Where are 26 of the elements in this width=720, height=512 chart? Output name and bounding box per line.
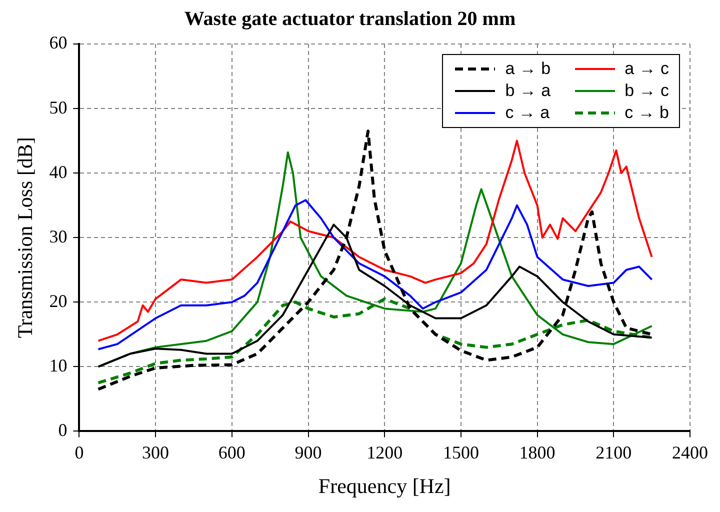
legend-label: b → c <box>624 81 669 101</box>
x-tick-label: 600 <box>218 442 246 463</box>
x-tick-label: 1200 <box>366 442 403 463</box>
y-axis-title: Transmission Loss [dB] <box>13 137 38 338</box>
legend-label: a → b <box>505 59 551 79</box>
x-tick-label: 2400 <box>672 442 708 463</box>
legend-label: b → a <box>505 81 551 101</box>
y-tick-label: 40 <box>49 162 68 182</box>
x-tick-label: 1800 <box>519 442 556 463</box>
y-tick-label: 60 <box>49 32 68 53</box>
y-tick-label: 50 <box>49 97 68 118</box>
chart-title: Waste gate actuator translation 20 mm <box>184 8 516 30</box>
x-tick-label: 0 <box>74 442 84 463</box>
y-tick-label: 20 <box>49 290 68 311</box>
y-tick-label: 30 <box>49 226 68 246</box>
legend-label: a → c <box>624 59 669 79</box>
x-tick-label: 900 <box>294 442 322 463</box>
x-tick-label: 300 <box>142 442 170 463</box>
legend-label: c → a <box>505 103 550 123</box>
x-axis-title: Frequency [Hz] <box>318 474 451 498</box>
x-tick-label: 2100 <box>596 442 632 463</box>
line-series <box>96 130 654 391</box>
legend-label: c → b <box>624 103 669 123</box>
x-tick-label: 1500 <box>442 442 479 463</box>
y-tick-label: 10 <box>49 355 68 376</box>
y-tick-label: 0 <box>58 420 68 440</box>
